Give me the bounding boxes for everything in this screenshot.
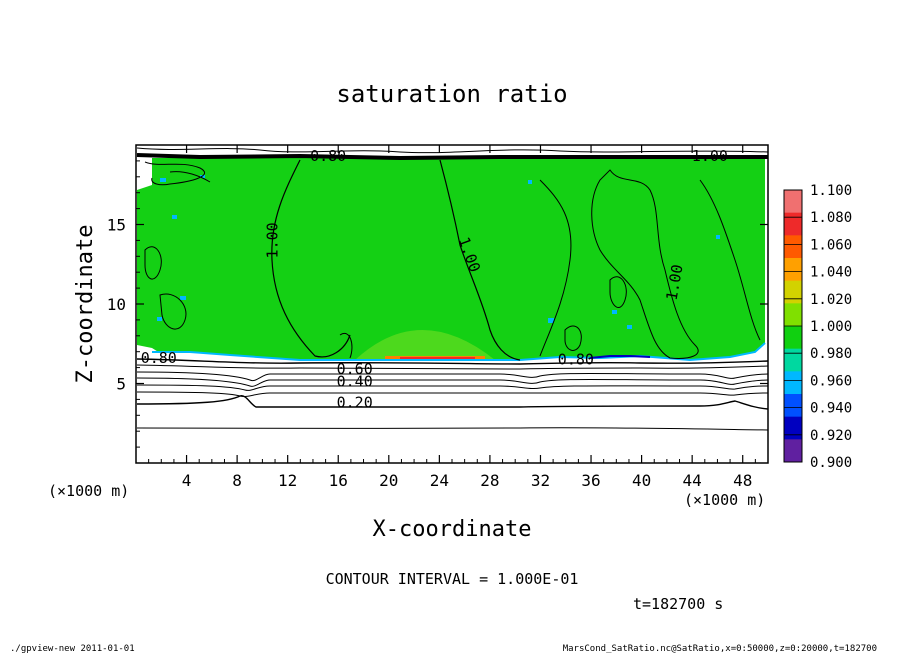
y-tick-label: 10	[107, 295, 126, 314]
colorbar-swatch	[784, 439, 802, 463]
colorbar-swatch	[784, 303, 802, 327]
top-fine-contours	[136, 147, 769, 186]
top-boundary-contour	[136, 153, 768, 161]
x-tick-label: 48	[733, 471, 752, 490]
x-tick-label: 20	[379, 471, 398, 490]
contour-label: 0.40	[337, 373, 373, 391]
contour-1-00-right	[439, 159, 521, 361]
subsaturated-fringe	[152, 342, 766, 362]
colorbar-label: 0.980	[810, 346, 852, 362]
colorbar-label: 0.900	[810, 455, 852, 471]
colorbar-label: 0.960	[810, 373, 852, 389]
colorbar-label: 0.920	[810, 428, 852, 444]
x-unit-right: (×1000 m)	[684, 491, 765, 509]
contour-interval-text: CONTOUR INTERVAL = 1.000E-01	[326, 570, 579, 588]
contour-0-80	[136, 358, 769, 365]
subsaturated-fringe-deep	[589, 355, 651, 359]
x-tick-label: 36	[581, 471, 600, 490]
x-tick-label: 24	[430, 471, 449, 490]
supersaturated-region	[355, 330, 495, 360]
x-tick-label: 40	[632, 471, 651, 490]
colorbar-swatch	[784, 394, 802, 418]
contour-0-30	[136, 391, 769, 397]
colorbar-swatch	[784, 212, 802, 236]
contour-label: 0.80	[310, 147, 346, 165]
contour-label: 0.20	[337, 393, 373, 411]
y-axis-ticks: 5 10 15	[107, 160, 768, 448]
contour-labels: 1.00 1.001.001.000.800.80 0.800.600.400.20	[141, 147, 728, 411]
x-tick-label: 8	[232, 471, 242, 490]
footer-right: MarsCond_SatRatio.nc@SatRatio,x=0:50000,…	[563, 644, 877, 654]
x-tick-label: 32	[531, 471, 550, 490]
y-tick-label: 5	[116, 375, 126, 394]
y-axis-label: Z-coordinate	[73, 225, 98, 384]
colorbar-swatch	[784, 280, 802, 304]
supersaturated-core	[400, 357, 475, 359]
x-tick-label: 28	[480, 471, 499, 490]
colorbar-label: 1.020	[810, 292, 852, 308]
contour-1-00-east	[539, 169, 761, 359]
cyan-specks	[157, 175, 720, 329]
colorbar: 1.100 1.080 1.060 1.040 1.020 1.000 0.980 0.960…	[783, 183, 852, 471]
contour-label: 1.00	[663, 263, 687, 302]
saturated-region-left	[137, 185, 152, 348]
chart-title: saturation ratio	[336, 80, 567, 108]
colorbar-swatch	[784, 190, 802, 214]
colorbar-label: 1.080	[810, 210, 852, 226]
contour-label: 0.60	[337, 360, 373, 378]
contour-1-00-left	[271, 159, 351, 358]
colorbar-label: 1.100	[810, 183, 852, 199]
contour-0-20	[136, 395, 769, 410]
saturated-region	[152, 158, 765, 360]
contour-label: 0.80	[558, 350, 594, 368]
contour-label: 1.00	[692, 147, 728, 165]
x-axis-label: X-coordinate	[373, 517, 532, 542]
contour-0-40	[136, 384, 769, 391]
colorbar-swatch	[784, 416, 802, 440]
colorbar-label: 1.040	[810, 265, 852, 281]
x-tick-label: 16	[329, 471, 348, 490]
y-tick-label: 15	[107, 216, 126, 235]
x-unit-left: (×1000 m)	[48, 482, 129, 500]
colorbar-label: 0.940	[810, 401, 852, 417]
contour-0-70	[136, 364, 769, 370]
contour-label: 0.80	[141, 349, 177, 367]
contour-0-60	[136, 371, 769, 382]
plot-area: 1.00 1.001.001.000.800.80 0.800.600.400.20	[135, 144, 769, 464]
colorbar-label: 1.000	[810, 319, 852, 335]
x-tick-label: 44	[683, 471, 702, 490]
contour-small-cells	[144, 246, 627, 359]
colorbar-swatch	[784, 348, 802, 372]
footer-left: ./gpview-new 2011-01-01	[10, 644, 135, 654]
contour-label: 1.00	[264, 222, 282, 258]
contour-0-10	[136, 427, 769, 431]
x-tick-label: 12	[278, 471, 297, 490]
time-label: t=182700 s	[633, 595, 723, 613]
colorbar-swatch	[784, 326, 802, 350]
colorbar-label: 1.060	[810, 237, 852, 253]
colorbar-swatch	[784, 258, 802, 282]
contour-0-50	[136, 377, 769, 387]
x-axis-ticks: 4 8 12 16 20 24 28 32 36 40 44 48	[148, 145, 756, 490]
colorbar-swatch	[784, 371, 802, 395]
x-tick-label: 4	[182, 471, 192, 490]
colorbar-swatch	[784, 235, 802, 259]
